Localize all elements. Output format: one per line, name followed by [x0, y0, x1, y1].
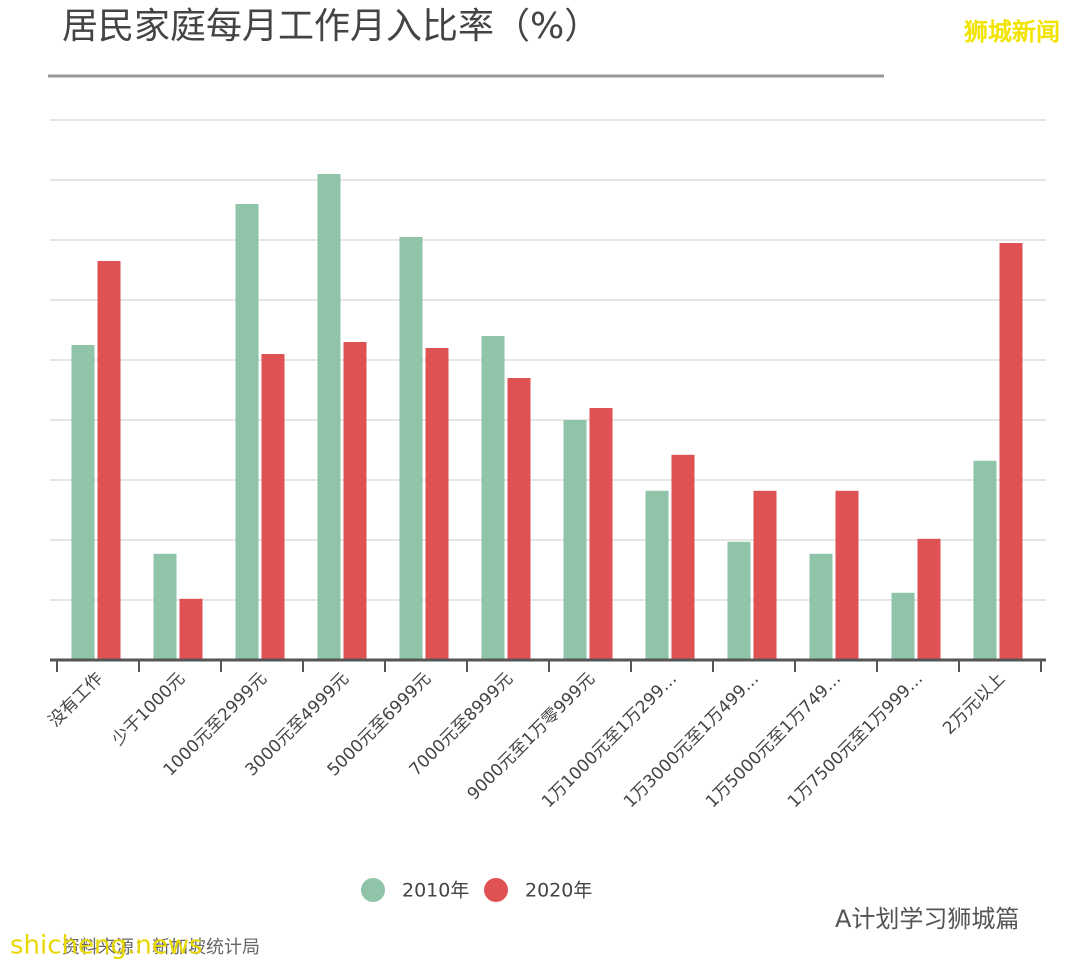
- bar: [563, 420, 587, 660]
- watermark: 狮城新闻: [964, 18, 1060, 46]
- legend-label: 2020年: [525, 880, 592, 902]
- bar: [481, 336, 505, 660]
- bar: [343, 342, 367, 660]
- bar: [973, 460, 997, 660]
- bar: [917, 538, 941, 660]
- bar: [645, 490, 669, 660]
- bar: [97, 261, 121, 660]
- x-tick-label: 少于1000元: [108, 669, 189, 750]
- watermark: A计划学习狮城篇: [835, 905, 1019, 933]
- bar: [153, 553, 177, 660]
- bar: [891, 592, 915, 660]
- bar: [999, 243, 1023, 660]
- bar: [507, 378, 531, 660]
- chart-title: 居民家庭每月工作月入比率（%）: [62, 6, 600, 47]
- bar: [425, 348, 449, 660]
- x-tick-label: 1万5000元至1万749…: [702, 669, 845, 812]
- x-tick-label: 1万1000元至1万299…: [538, 669, 681, 812]
- x-tick-label: 2万元以上: [939, 669, 1009, 739]
- bar: [71, 345, 95, 660]
- x-tick-label: 没有工作: [45, 669, 107, 731]
- legend-label: 2010年: [402, 880, 469, 902]
- bar: [753, 490, 777, 660]
- x-tick-label: 1万3000元至1万499…: [620, 669, 763, 812]
- bar: [809, 553, 833, 660]
- legend-swatch: [484, 878, 508, 902]
- source-note: 资料来源：新加坡统计局: [62, 937, 260, 958]
- legend-swatch: [361, 878, 385, 902]
- bar: [727, 541, 751, 660]
- bar: [235, 204, 259, 660]
- bar: [261, 354, 285, 660]
- bar: [671, 454, 695, 660]
- bar: [589, 408, 613, 660]
- watermark: shicheng.news: [10, 931, 203, 961]
- bar: [399, 237, 423, 660]
- bar: [317, 174, 341, 660]
- bar: [835, 490, 859, 660]
- x-tick-label: 1万7500元至1万999…: [784, 669, 927, 812]
- bar: [179, 598, 203, 660]
